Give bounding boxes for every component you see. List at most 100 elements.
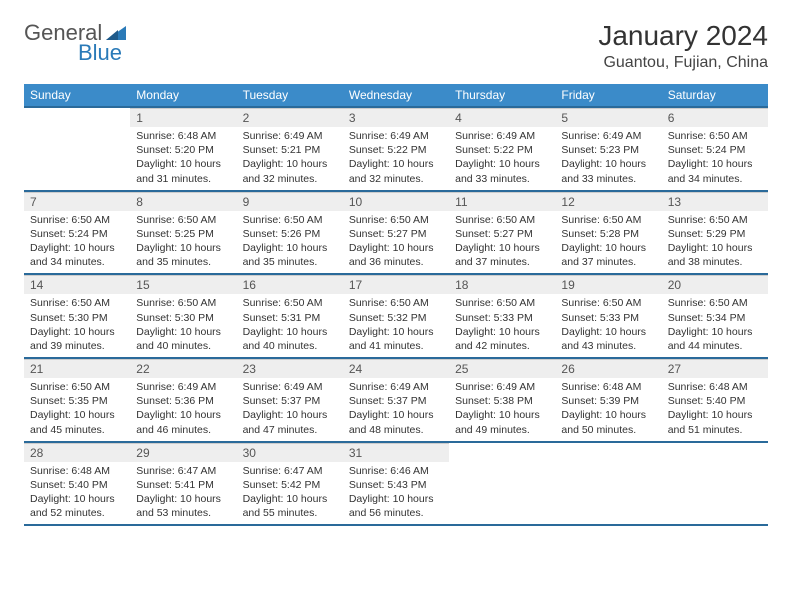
calendar-cell: 1Sunrise: 6:48 AMSunset: 5:20 PMDaylight… xyxy=(130,107,236,191)
day-number: 12 xyxy=(555,192,661,211)
day-header: Thursday xyxy=(449,84,555,107)
sunset-text: Sunset: 5:24 PM xyxy=(668,143,762,157)
daylight-text: Daylight: 10 hours and 53 minutes. xyxy=(136,492,230,520)
sunset-text: Sunset: 5:41 PM xyxy=(136,478,230,492)
sunrise-text: Sunrise: 6:49 AM xyxy=(349,380,443,394)
daylight-text: Daylight: 10 hours and 47 minutes. xyxy=(243,408,337,436)
day-header: Monday xyxy=(130,84,236,107)
day-body: Sunrise: 6:50 AMSunset: 5:30 PMDaylight:… xyxy=(24,294,130,357)
sunrise-text: Sunrise: 6:49 AM xyxy=(136,380,230,394)
calendar-cell: 8Sunrise: 6:50 AMSunset: 5:25 PMDaylight… xyxy=(130,191,236,275)
sunset-text: Sunset: 5:22 PM xyxy=(455,143,549,157)
day-body: Sunrise: 6:48 AMSunset: 5:39 PMDaylight:… xyxy=(555,378,661,441)
day-body: Sunrise: 6:50 AMSunset: 5:32 PMDaylight:… xyxy=(343,294,449,357)
calendar-cell: 17Sunrise: 6:50 AMSunset: 5:32 PMDayligh… xyxy=(343,274,449,358)
sunrise-text: Sunrise: 6:50 AM xyxy=(668,296,762,310)
day-number: 21 xyxy=(24,359,130,378)
day-body: Sunrise: 6:49 AMSunset: 5:22 PMDaylight:… xyxy=(449,127,555,190)
sunrise-text: Sunrise: 6:50 AM xyxy=(30,380,124,394)
location-label: Guantou, Fujian, China xyxy=(598,54,768,72)
day-body: Sunrise: 6:50 AMSunset: 5:31 PMDaylight:… xyxy=(237,294,343,357)
calendar-cell: 15Sunrise: 6:50 AMSunset: 5:30 PMDayligh… xyxy=(130,274,236,358)
calendar-cell: 6Sunrise: 6:50 AMSunset: 5:24 PMDaylight… xyxy=(662,107,768,191)
sunrise-text: Sunrise: 6:50 AM xyxy=(349,296,443,310)
sunrise-text: Sunrise: 6:48 AM xyxy=(561,380,655,394)
sunrise-text: Sunrise: 6:49 AM xyxy=(243,129,337,143)
calendar-week: 7Sunrise: 6:50 AMSunset: 5:24 PMDaylight… xyxy=(24,191,768,275)
sunrise-text: Sunrise: 6:50 AM xyxy=(668,129,762,143)
daylight-text: Daylight: 10 hours and 41 minutes. xyxy=(349,325,443,353)
day-body: Sunrise: 6:48 AMSunset: 5:20 PMDaylight:… xyxy=(130,127,236,190)
daylight-text: Daylight: 10 hours and 50 minutes. xyxy=(561,408,655,436)
calendar-cell xyxy=(449,442,555,526)
daylight-text: Daylight: 10 hours and 46 minutes. xyxy=(136,408,230,436)
day-body: Sunrise: 6:48 AMSunset: 5:40 PMDaylight:… xyxy=(24,462,130,525)
sunrise-text: Sunrise: 6:50 AM xyxy=(136,213,230,227)
calendar-cell: 18Sunrise: 6:50 AMSunset: 5:33 PMDayligh… xyxy=(449,274,555,358)
calendar-week: 1Sunrise: 6:48 AMSunset: 5:20 PMDaylight… xyxy=(24,107,768,191)
day-header: Tuesday xyxy=(237,84,343,107)
day-body: Sunrise: 6:48 AMSunset: 5:40 PMDaylight:… xyxy=(662,378,768,441)
calendar-table: SundayMondayTuesdayWednesdayThursdayFrid… xyxy=(24,84,768,526)
sunrise-text: Sunrise: 6:46 AM xyxy=(349,464,443,478)
day-number: 27 xyxy=(662,359,768,378)
day-body: Sunrise: 6:50 AMSunset: 5:34 PMDaylight:… xyxy=(662,294,768,357)
sunrise-text: Sunrise: 6:50 AM xyxy=(30,296,124,310)
sunset-text: Sunset: 5:26 PM xyxy=(243,227,337,241)
daylight-text: Daylight: 10 hours and 33 minutes. xyxy=(455,157,549,185)
calendar-cell: 19Sunrise: 6:50 AMSunset: 5:33 PMDayligh… xyxy=(555,274,661,358)
sunrise-text: Sunrise: 6:50 AM xyxy=(243,213,337,227)
day-number: 8 xyxy=(130,192,236,211)
sunset-text: Sunset: 5:23 PM xyxy=(561,143,655,157)
sunset-text: Sunset: 5:24 PM xyxy=(30,227,124,241)
page-title: January 2024 xyxy=(598,20,768,52)
daylight-text: Daylight: 10 hours and 42 minutes. xyxy=(455,325,549,353)
sunset-text: Sunset: 5:25 PM xyxy=(136,227,230,241)
day-body: Sunrise: 6:50 AMSunset: 5:27 PMDaylight:… xyxy=(449,211,555,274)
sunset-text: Sunset: 5:37 PM xyxy=(243,394,337,408)
day-number: 30 xyxy=(237,443,343,462)
calendar-cell: 4Sunrise: 6:49 AMSunset: 5:22 PMDaylight… xyxy=(449,107,555,191)
calendar-header: SundayMondayTuesdayWednesdayThursdayFrid… xyxy=(24,84,768,107)
day-body: Sunrise: 6:50 AMSunset: 5:33 PMDaylight:… xyxy=(449,294,555,357)
day-header: Wednesday xyxy=(343,84,449,107)
calendar-cell: 23Sunrise: 6:49 AMSunset: 5:37 PMDayligh… xyxy=(237,358,343,442)
day-number: 19 xyxy=(555,275,661,294)
sunrise-text: Sunrise: 6:50 AM xyxy=(349,213,443,227)
sunrise-text: Sunrise: 6:50 AM xyxy=(668,213,762,227)
day-body: Sunrise: 6:50 AMSunset: 5:27 PMDaylight:… xyxy=(343,211,449,274)
day-number: 17 xyxy=(343,275,449,294)
sunset-text: Sunset: 5:36 PM xyxy=(136,394,230,408)
day-number: 24 xyxy=(343,359,449,378)
day-body: Sunrise: 6:49 AMSunset: 5:37 PMDaylight:… xyxy=(343,378,449,441)
daylight-text: Daylight: 10 hours and 48 minutes. xyxy=(349,408,443,436)
logo-text-2: Blue xyxy=(78,40,122,66)
calendar-cell: 5Sunrise: 6:49 AMSunset: 5:23 PMDaylight… xyxy=(555,107,661,191)
day-body: Sunrise: 6:50 AMSunset: 5:24 PMDaylight:… xyxy=(662,127,768,190)
day-body: Sunrise: 6:50 AMSunset: 5:30 PMDaylight:… xyxy=(130,294,236,357)
sunset-text: Sunset: 5:20 PM xyxy=(136,143,230,157)
calendar-cell xyxy=(555,442,661,526)
calendar-cell: 30Sunrise: 6:47 AMSunset: 5:42 PMDayligh… xyxy=(237,442,343,526)
calendar-cell: 24Sunrise: 6:49 AMSunset: 5:37 PMDayligh… xyxy=(343,358,449,442)
calendar-cell: 14Sunrise: 6:50 AMSunset: 5:30 PMDayligh… xyxy=(24,274,130,358)
calendar-cell: 26Sunrise: 6:48 AMSunset: 5:39 PMDayligh… xyxy=(555,358,661,442)
daylight-text: Daylight: 10 hours and 45 minutes. xyxy=(30,408,124,436)
sunset-text: Sunset: 5:35 PM xyxy=(30,394,124,408)
daylight-text: Daylight: 10 hours and 38 minutes. xyxy=(668,241,762,269)
calendar-body: 1Sunrise: 6:48 AMSunset: 5:20 PMDaylight… xyxy=(24,107,768,525)
day-body: Sunrise: 6:50 AMSunset: 5:29 PMDaylight:… xyxy=(662,211,768,274)
sunrise-text: Sunrise: 6:48 AM xyxy=(668,380,762,394)
sunrise-text: Sunrise: 6:50 AM xyxy=(455,296,549,310)
sunset-text: Sunset: 5:43 PM xyxy=(349,478,443,492)
sunset-text: Sunset: 5:42 PM xyxy=(243,478,337,492)
sunrise-text: Sunrise: 6:49 AM xyxy=(455,129,549,143)
day-number: 4 xyxy=(449,108,555,127)
day-number: 29 xyxy=(130,443,236,462)
day-number: 15 xyxy=(130,275,236,294)
day-body: Sunrise: 6:49 AMSunset: 5:23 PMDaylight:… xyxy=(555,127,661,190)
calendar-cell: 31Sunrise: 6:46 AMSunset: 5:43 PMDayligh… xyxy=(343,442,449,526)
sunset-text: Sunset: 5:33 PM xyxy=(455,311,549,325)
sunset-text: Sunset: 5:40 PM xyxy=(30,478,124,492)
daylight-text: Daylight: 10 hours and 34 minutes. xyxy=(668,157,762,185)
